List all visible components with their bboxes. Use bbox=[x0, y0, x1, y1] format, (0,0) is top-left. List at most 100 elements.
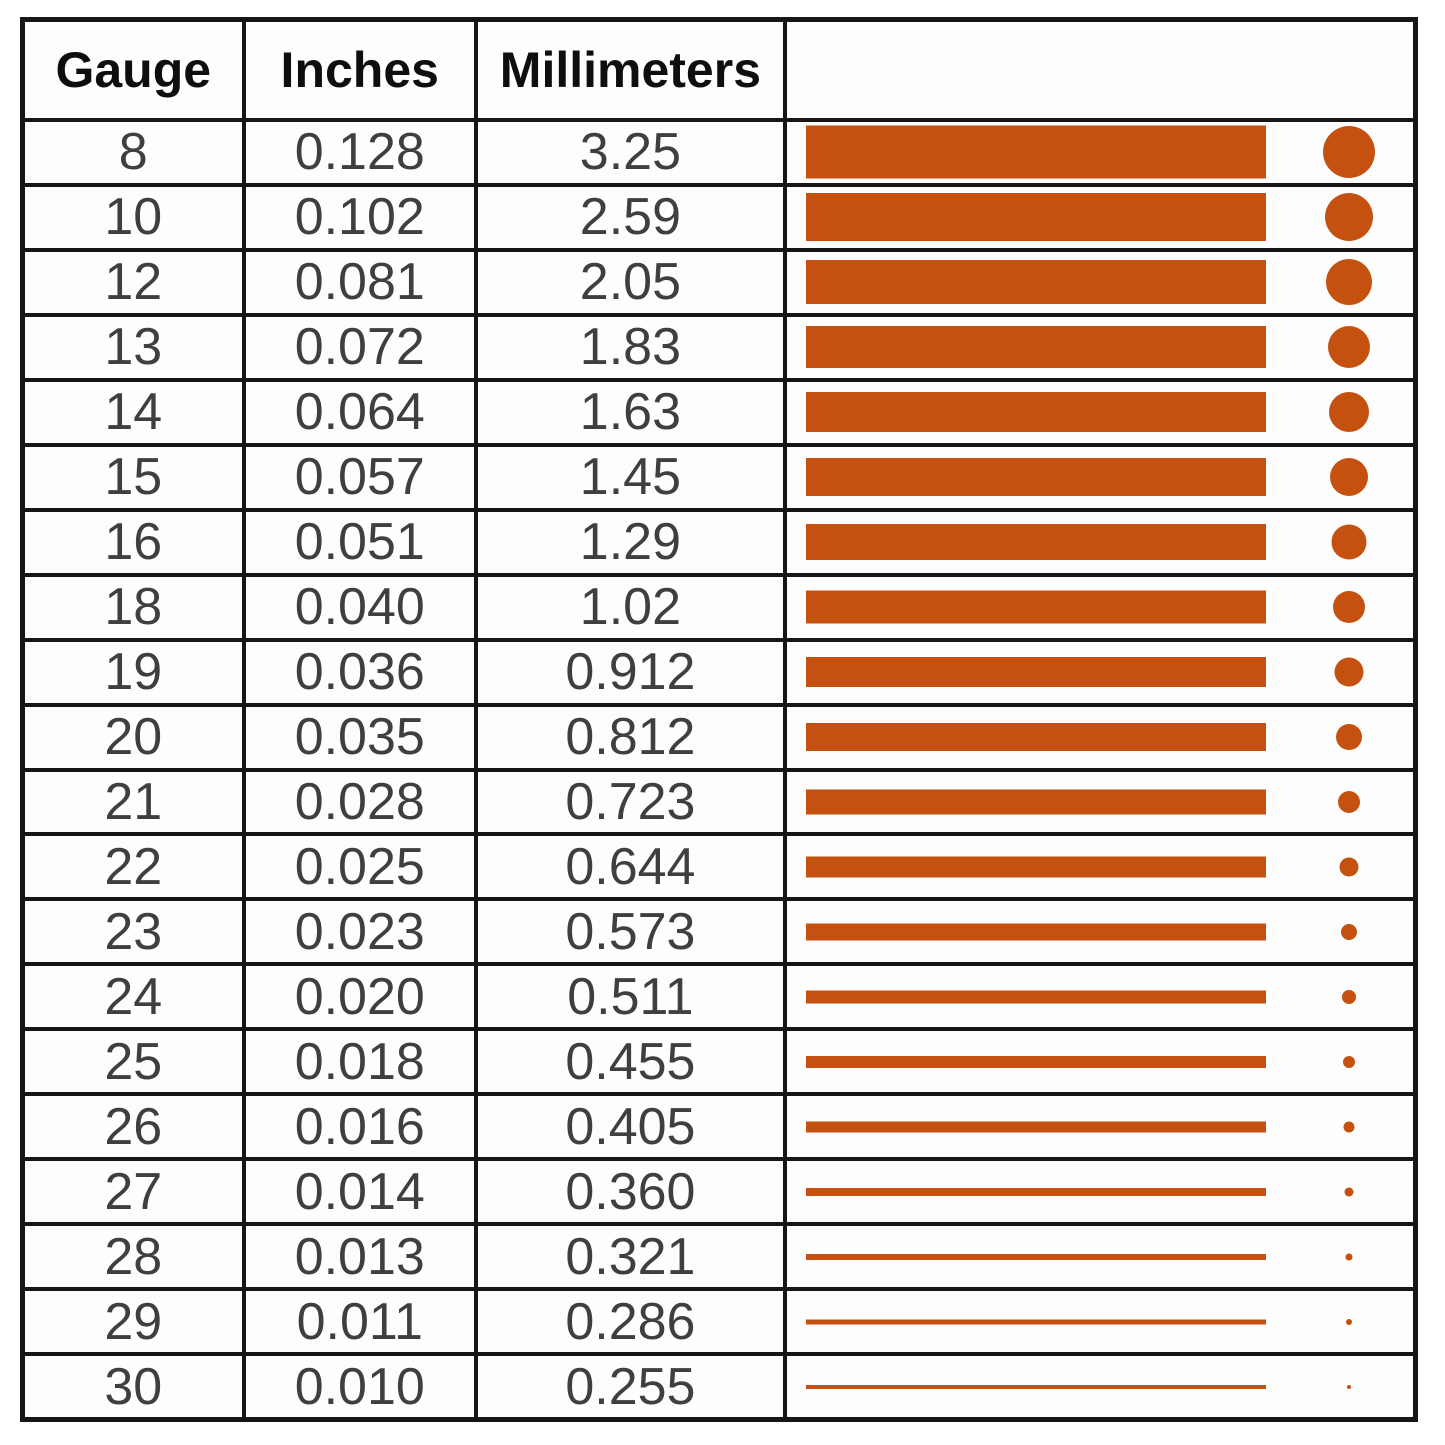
millimeters-cell: 0.644 bbox=[474, 836, 783, 898]
visual-cell bbox=[782, 641, 1413, 703]
wire-cross-section-dot bbox=[1346, 1318, 1353, 1325]
table-row: 20 0.035 0.812 bbox=[25, 702, 1413, 768]
wire-thickness-bar bbox=[805, 125, 1266, 179]
millimeters-cell: 0.455 bbox=[474, 1031, 783, 1093]
inches-cell: 0.025 bbox=[241, 836, 474, 898]
table-row: 19 0.036 0.912 bbox=[25, 637, 1413, 703]
table-row: 22 0.025 0.644 bbox=[25, 832, 1413, 898]
header-visual-empty bbox=[782, 22, 1413, 118]
wire-thickness-bar bbox=[805, 723, 1266, 752]
gauge-cell: 16 bbox=[104, 513, 163, 572]
table-row: 16 0.051 1.29 bbox=[25, 507, 1413, 573]
inches-cell: 0.036 bbox=[241, 641, 474, 703]
gauge-cell: 18 bbox=[104, 578, 163, 637]
inches-cell: 0.064 bbox=[241, 381, 474, 443]
millimeters-cell: 2.05 bbox=[474, 251, 783, 313]
inches-cell: 0.072 bbox=[241, 316, 474, 378]
millimeters-cell: 0.321 bbox=[474, 1226, 783, 1288]
table-row: 18 0.040 1.02 bbox=[25, 572, 1413, 638]
gauge-cell: 13 bbox=[104, 318, 163, 377]
gauge-cell: 10 bbox=[104, 188, 163, 247]
gauge-cell: 19 bbox=[104, 643, 163, 702]
visual-cell bbox=[782, 511, 1413, 573]
visual-cell bbox=[782, 1161, 1413, 1223]
visual-cell bbox=[782, 706, 1413, 768]
wire-cross-section-dot bbox=[1343, 1055, 1356, 1068]
table-row: 23 0.023 0.573 bbox=[25, 897, 1413, 963]
wire-thickness-bar bbox=[805, 657, 1266, 688]
visual-cell bbox=[782, 446, 1413, 508]
wire-cross-section-dot bbox=[1347, 1384, 1352, 1389]
table-row: 8 0.128 3.25 bbox=[25, 118, 1413, 183]
wire-cross-section-dot bbox=[1336, 724, 1363, 751]
millimeters-cell: 3.25 bbox=[474, 122, 783, 183]
visual-cell bbox=[782, 316, 1413, 378]
wire-cross-section-dot bbox=[1331, 524, 1367, 560]
visual-cell bbox=[782, 186, 1413, 248]
millimeters-cell: 0.286 bbox=[474, 1291, 783, 1353]
millimeters-cell: 0.723 bbox=[474, 771, 783, 833]
table-row: 13 0.072 1.83 bbox=[25, 312, 1413, 378]
table-row: 21 0.028 0.723 bbox=[25, 767, 1413, 833]
visual-cell bbox=[782, 966, 1413, 1028]
header-gauge: Gauge bbox=[55, 42, 212, 98]
millimeters-cell: 1.29 bbox=[474, 511, 783, 573]
wire-cross-section-dot bbox=[1344, 1187, 1354, 1197]
inches-cell: 0.010 bbox=[241, 1356, 474, 1418]
gauge-cell: 20 bbox=[104, 708, 163, 767]
wire-thickness-bar bbox=[805, 1121, 1266, 1133]
header-inches: Inches bbox=[241, 22, 474, 118]
gauge-cell: 23 bbox=[104, 902, 163, 961]
wire-thickness-bar bbox=[805, 1187, 1266, 1196]
inches-cell: 0.128 bbox=[241, 122, 474, 183]
inches-cell: 0.020 bbox=[241, 966, 474, 1028]
gauge-cell: 24 bbox=[104, 967, 163, 1026]
gauge-cell: 14 bbox=[104, 383, 163, 442]
wire-thickness-bar bbox=[805, 1319, 1266, 1325]
wire-cross-section-dot bbox=[1339, 857, 1359, 877]
wire-cross-section-dot bbox=[1342, 989, 1357, 1004]
gauge-cell: 22 bbox=[104, 837, 163, 896]
inches-cell: 0.013 bbox=[241, 1226, 474, 1288]
inches-cell: 0.057 bbox=[241, 446, 474, 508]
wire-cross-section-dot bbox=[1329, 392, 1370, 433]
gauge-cell: 25 bbox=[104, 1032, 163, 1091]
inches-cell: 0.018 bbox=[241, 1031, 474, 1093]
wire-thickness-bar bbox=[805, 524, 1266, 561]
header-millimeters: Millimeters bbox=[474, 22, 783, 118]
wire-thickness-bar bbox=[805, 590, 1266, 624]
wire-cross-section-dot bbox=[1330, 458, 1369, 497]
wire-cross-section-dot bbox=[1326, 259, 1373, 306]
visual-cell bbox=[782, 251, 1413, 313]
wire-cross-section-dot bbox=[1345, 1253, 1353, 1261]
inches-cell: 0.035 bbox=[241, 706, 474, 768]
wire-thickness-bar bbox=[805, 923, 1266, 941]
millimeters-cell: 0.255 bbox=[474, 1356, 783, 1418]
gauge-cell: 26 bbox=[104, 1097, 163, 1156]
wire-cross-section-dot bbox=[1323, 126, 1376, 179]
gauge-cell: 29 bbox=[104, 1292, 163, 1351]
gauge-cell: 27 bbox=[104, 1162, 163, 1221]
millimeters-cell: 1.45 bbox=[474, 446, 783, 508]
gauge-cell: 12 bbox=[104, 253, 163, 312]
inches-cell: 0.028 bbox=[241, 771, 474, 833]
millimeters-cell: 1.63 bbox=[474, 381, 783, 443]
wire-thickness-bar bbox=[805, 1253, 1266, 1260]
wire-thickness-bar bbox=[805, 260, 1266, 305]
wire-thickness-bar bbox=[805, 990, 1266, 1004]
gauge-cell: 15 bbox=[104, 448, 163, 507]
gauge-cell: 8 bbox=[118, 123, 148, 182]
wire-thickness-bar bbox=[805, 392, 1266, 433]
inches-cell: 0.011 bbox=[241, 1291, 474, 1353]
visual-cell bbox=[782, 576, 1413, 638]
table-row: 29 0.011 0.286 bbox=[25, 1287, 1413, 1353]
millimeters-cell: 0.405 bbox=[474, 1096, 783, 1158]
wire-thickness-bar bbox=[805, 856, 1266, 878]
visual-cell bbox=[782, 122, 1413, 183]
wire-cross-section-dot bbox=[1334, 657, 1364, 687]
wire-cross-section-dot bbox=[1325, 193, 1374, 242]
gauge-cell: 21 bbox=[104, 773, 163, 831]
inches-cell: 0.081 bbox=[241, 251, 474, 313]
inches-cell: 0.016 bbox=[241, 1096, 474, 1158]
